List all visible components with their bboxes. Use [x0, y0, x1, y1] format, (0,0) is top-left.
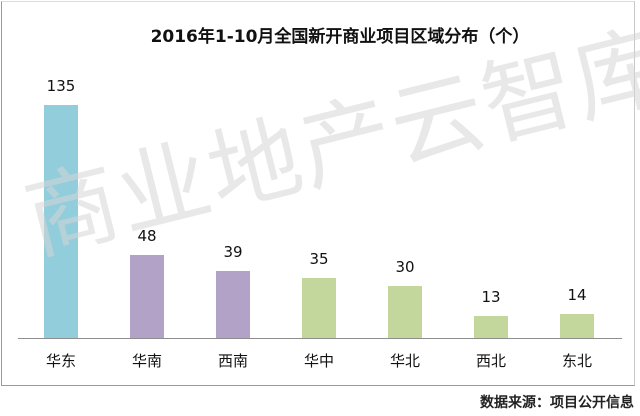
bar-value-label: 48 [137, 227, 157, 245]
bar-value-label: 35 [309, 250, 329, 268]
bar-4 [302, 278, 336, 338]
bar-value-label: 30 [395, 258, 415, 276]
bar-5 [388, 286, 422, 338]
bar-2 [130, 255, 164, 338]
data-source-note: 数据来源：项目公开信息 [480, 395, 634, 411]
category-label: 华南 [131, 352, 162, 370]
bar-value-label: 14 [567, 286, 587, 304]
category-label: 华北 [389, 352, 420, 370]
bar-6 [474, 316, 508, 338]
category-label: 华中 [303, 352, 334, 370]
x-axis-line [18, 338, 622, 339]
category-label: 西南 [217, 352, 248, 370]
category-label: 西北 [475, 352, 506, 370]
bar-1 [44, 105, 78, 338]
bar-3 [216, 271, 250, 338]
bar-value-label: 135 [46, 77, 76, 95]
bar-value-label: 13 [481, 288, 501, 306]
bar-value-label: 39 [223, 243, 243, 261]
category-label: 东北 [561, 352, 592, 370]
bar-7 [560, 314, 594, 338]
category-label: 华东 [45, 352, 76, 370]
chart-title: 2016年1-10月全国新开商业项目区域分布（个） [150, 27, 530, 47]
